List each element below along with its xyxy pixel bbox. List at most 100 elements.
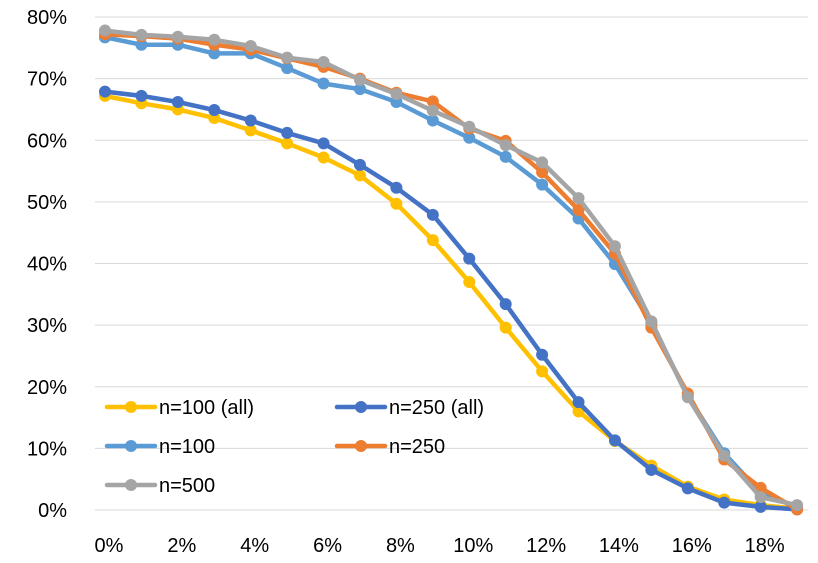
data-point (645, 463, 658, 476)
data-point (426, 114, 439, 127)
x-tick-label: 10% (453, 535, 493, 557)
series-4 (99, 24, 804, 512)
data-point (353, 169, 366, 182)
legend-entry: n=500 (104, 475, 215, 497)
data-point (536, 178, 549, 191)
data-point (353, 83, 366, 96)
x-tick-label: 4% (240, 535, 269, 557)
data-point (390, 88, 403, 101)
data-point (317, 151, 330, 164)
data-point (317, 77, 330, 90)
data-point (244, 124, 257, 137)
y-tick-label: 60% (27, 130, 67, 152)
legend-swatch-marker (125, 440, 137, 452)
y-tick-label: 0% (38, 500, 67, 522)
data-point (499, 150, 512, 163)
data-point (572, 192, 585, 205)
legend-entry: n=250 (334, 436, 445, 458)
series-1 (99, 85, 804, 516)
y-tick-label: 20% (27, 377, 67, 399)
legend-label: n=100 (159, 436, 215, 458)
legend-swatch-marker (355, 440, 367, 452)
series-line (102, 28, 800, 508)
data-point (281, 51, 294, 64)
data-point (317, 55, 330, 68)
y-axis-tick-labels: 0% 10% 20% 30% 40% 50% 60% 70% 80% (27, 7, 67, 522)
x-tick-label: 2% (167, 535, 196, 557)
data-point (463, 252, 476, 265)
data-point (791, 499, 804, 512)
y-tick-label: 40% (27, 254, 67, 276)
legend-label: n=250 (all) (389, 397, 484, 419)
data-point (244, 39, 257, 52)
data-point (426, 208, 439, 221)
data-point (317, 137, 330, 150)
y-tick-label: 70% (27, 69, 67, 91)
data-point (244, 114, 257, 127)
data-point (681, 482, 694, 495)
data-point (608, 240, 621, 253)
data-point (281, 126, 294, 139)
data-point (754, 491, 767, 504)
x-tick-label: 18% (745, 535, 785, 557)
legend-label: n=250 (389, 436, 445, 458)
legend-entry: n=100 (all) (104, 397, 254, 419)
data-point (353, 73, 366, 86)
data-point (463, 275, 476, 288)
x-tick-label: 0% (95, 535, 124, 557)
x-tick-label: 14% (599, 535, 639, 557)
data-point (281, 137, 294, 150)
data-point (718, 496, 731, 509)
legend-entry: n=100 (104, 436, 215, 458)
data-point (426, 95, 439, 108)
data-point (135, 38, 148, 51)
data-point (572, 203, 585, 216)
data-point (608, 434, 621, 447)
data-point (499, 321, 512, 334)
data-point (499, 139, 512, 152)
y-tick-label: 80% (27, 7, 67, 29)
data-point (426, 234, 439, 247)
series-line (102, 89, 800, 512)
data-point (390, 197, 403, 210)
legend: n=100 (all) n=250 (all) n=100 n=250 n=500 (104, 397, 484, 497)
x-axis-tick-labels: 0% 2% 4% 6% 8% 10% 12% 14% 16% 18% (95, 535, 785, 557)
data-point (390, 181, 403, 194)
data-point (281, 62, 294, 75)
data-point (718, 449, 731, 462)
data-point (426, 104, 439, 117)
x-tick-label: 8% (386, 535, 415, 557)
x-tick-label: 16% (672, 535, 712, 557)
data-point (463, 131, 476, 144)
data-point (99, 24, 111, 37)
legend-entry: n=250 (all) (334, 397, 484, 419)
legend-swatch-marker (355, 401, 367, 413)
data-point (536, 166, 549, 179)
data-point (754, 500, 767, 513)
y-tick-label: 10% (27, 438, 67, 460)
data-point (99, 85, 111, 98)
data-point (208, 104, 221, 117)
data-point (572, 396, 585, 409)
data-point (536, 156, 549, 169)
data-point (536, 348, 549, 361)
x-tick-label: 6% (313, 535, 342, 557)
series-lines (99, 24, 804, 516)
legend-label: n=500 (159, 475, 215, 497)
data-point (171, 30, 184, 43)
data-point (499, 298, 512, 311)
data-point (208, 33, 221, 46)
data-point (135, 89, 148, 102)
data-point (681, 391, 694, 404)
legend-label: n=100 (all) (159, 397, 254, 419)
data-point (645, 315, 658, 328)
data-point (171, 96, 184, 109)
data-point (463, 120, 476, 133)
legend-swatch-marker (125, 479, 137, 491)
data-point (208, 47, 221, 60)
y-tick-label: 50% (27, 192, 67, 214)
legend-swatch-marker (125, 401, 137, 413)
data-point (353, 158, 366, 171)
x-tick-label: 12% (526, 535, 566, 557)
